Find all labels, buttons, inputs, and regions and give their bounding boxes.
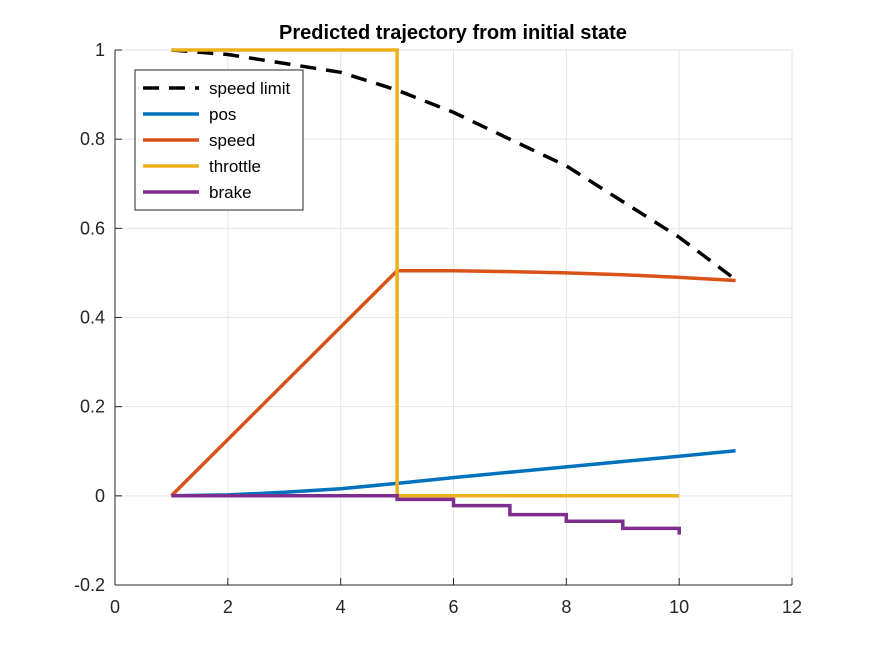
y-tick-label: 0.8: [80, 129, 105, 149]
legend: speed limit pos speed throttle brake: [134, 69, 304, 211]
x-tick-label: 6: [448, 597, 458, 617]
x-tick-label: 4: [336, 597, 346, 617]
y-tick-label: 0.2: [80, 397, 105, 417]
axes: 0 2 4 6 8 10 12-0.200.20.40.60.81: [74, 40, 802, 617]
y-tick-label: 0.4: [80, 308, 105, 328]
x-tick-label: 10: [669, 597, 689, 617]
series-line-speed: [170, 268, 736, 498]
x-tick-label: 12: [782, 597, 802, 617]
x-tick-label: 2: [223, 597, 233, 617]
x-tick-label: 0: [110, 597, 120, 617]
series-line-speed-limit: [171, 48, 737, 282]
chart-title: Predicted trajectory from initial state: [279, 22, 627, 44]
legend-label: brake: [209, 183, 252, 202]
series-layer: [170, 48, 737, 535]
y-tick-label: 0: [95, 486, 105, 506]
legend-label: speed: [209, 131, 255, 150]
legend-label: speed limit: [209, 79, 291, 98]
y-tick-label: 1: [95, 40, 105, 60]
y-tick-label: -0.2: [74, 575, 105, 595]
grid: [114, 49, 793, 586]
legend-label: pos: [209, 105, 236, 124]
series-line-brake: [171, 494, 681, 535]
series-line-pos: [171, 449, 736, 498]
y-tick-label: 0.6: [80, 218, 105, 238]
x-tick-label: 8: [561, 597, 571, 617]
legend-label: throttle: [209, 157, 261, 176]
